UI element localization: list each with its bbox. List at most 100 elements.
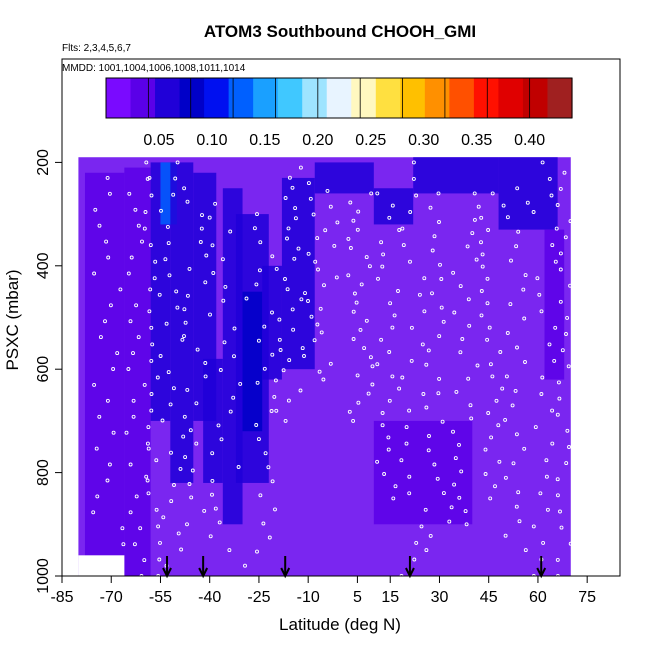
- observation-point: [142, 558, 147, 563]
- observation-point: [531, 524, 536, 529]
- observation-point: [523, 273, 528, 278]
- observation-point: [557, 396, 562, 401]
- observation-point: [232, 326, 237, 331]
- observation-point: [513, 388, 518, 393]
- observation-point: [555, 574, 560, 576]
- observation-point: [472, 191, 477, 196]
- observation-point: [136, 223, 141, 228]
- colorbar-segment: [424, 78, 450, 118]
- observation-point: [544, 474, 549, 479]
- observation-point: [432, 234, 437, 239]
- observation-point: [426, 448, 431, 453]
- colorbar-segment: [351, 78, 377, 118]
- observation-point: [464, 522, 469, 527]
- observation-point: [346, 236, 351, 241]
- observation-point: [399, 574, 404, 576]
- observation-point: [287, 358, 292, 363]
- observation-point: [262, 324, 267, 329]
- observation-point: [390, 203, 395, 208]
- colorbar-frame: [105, 77, 573, 119]
- x-tick-label: 30: [431, 589, 449, 606]
- colorbar-tick-label: 0.05: [143, 132, 174, 149]
- observation-point: [490, 191, 495, 196]
- observation-point: [497, 459, 502, 464]
- observation-point: [380, 411, 385, 415]
- observation-point: [128, 462, 133, 467]
- x-tick-label: -55: [149, 589, 172, 606]
- colorbar-tick-label: 0.35: [461, 132, 492, 149]
- observation-point: [488, 496, 493, 501]
- x-tick-label: -40: [198, 589, 221, 606]
- x-axis-label: Latitude (deg N): [279, 615, 401, 634]
- observation-point: [203, 374, 208, 379]
- observation-point: [158, 540, 162, 545]
- observation-point: [458, 350, 463, 355]
- observation-point: [549, 193, 554, 198]
- observation-point: [470, 231, 475, 236]
- observation-point: [421, 392, 426, 396]
- observation-point: [308, 196, 313, 201]
- observation-point: [498, 350, 503, 354]
- observation-point: [539, 309, 544, 314]
- observation-point: [277, 337, 282, 342]
- observation-point: [172, 483, 176, 487]
- colorbar-segment: [547, 78, 573, 118]
- observation-point: [381, 252, 386, 257]
- observation-point: [547, 342, 552, 347]
- observation-point: [485, 337, 490, 342]
- observation-point: [451, 429, 455, 434]
- observation-point: [453, 456, 458, 461]
- observation-point: [567, 445, 571, 449]
- observation-point: [120, 526, 125, 531]
- y-axis: 200 400 600 800 1000: [35, 149, 62, 594]
- observation-point: [317, 369, 322, 374]
- y-tick-label: 200: [35, 149, 52, 176]
- observation-point: [408, 259, 412, 264]
- observation-point: [356, 400, 361, 405]
- observation-point: [306, 299, 310, 303]
- x-tick-label: -85: [50, 589, 73, 606]
- observation-point: [348, 200, 353, 205]
- observation-point: [480, 264, 485, 269]
- observation-point: [460, 337, 465, 341]
- observation-point: [396, 289, 400, 293]
- observation-point: [494, 398, 499, 403]
- observation-point: [166, 241, 171, 246]
- observation-point: [283, 418, 288, 423]
- observation-point: [149, 408, 154, 413]
- observation-point: [328, 204, 333, 209]
- colorbar-segment: [204, 78, 230, 118]
- observation-point: [303, 291, 307, 296]
- observation-point: [423, 507, 428, 512]
- observation-point: [183, 455, 188, 460]
- observation-point: [285, 287, 290, 292]
- observation-point: [486, 411, 491, 415]
- field-cell: [262, 265, 282, 380]
- observation-point: [552, 358, 557, 363]
- observation-point: [267, 535, 272, 540]
- observation-point: [409, 325, 414, 330]
- observation-point: [555, 412, 560, 417]
- observation-point: [347, 409, 352, 414]
- observation-point: [397, 386, 402, 391]
- observation-point: [286, 398, 291, 403]
- observation-point: [232, 354, 236, 359]
- observation-point: [187, 266, 192, 271]
- observation-point: [157, 557, 162, 562]
- observation-point: [427, 434, 431, 438]
- observation-point: [510, 403, 515, 408]
- observation-point: [516, 490, 521, 495]
- observation-point: [366, 391, 371, 396]
- observation-point: [430, 291, 434, 296]
- observation-point: [364, 255, 369, 260]
- observation-point: [194, 401, 199, 406]
- observation-point: [270, 310, 274, 315]
- colorbar-segment: [473, 78, 500, 118]
- flights-note: Flts: 2,3,4,5,6,7: [62, 43, 131, 54]
- observation-point: [376, 276, 380, 281]
- observation-point: [355, 227, 360, 232]
- observation-point: [469, 416, 474, 421]
- observation-point: [194, 441, 199, 446]
- observation-point: [255, 380, 260, 385]
- observation-point: [216, 423, 221, 428]
